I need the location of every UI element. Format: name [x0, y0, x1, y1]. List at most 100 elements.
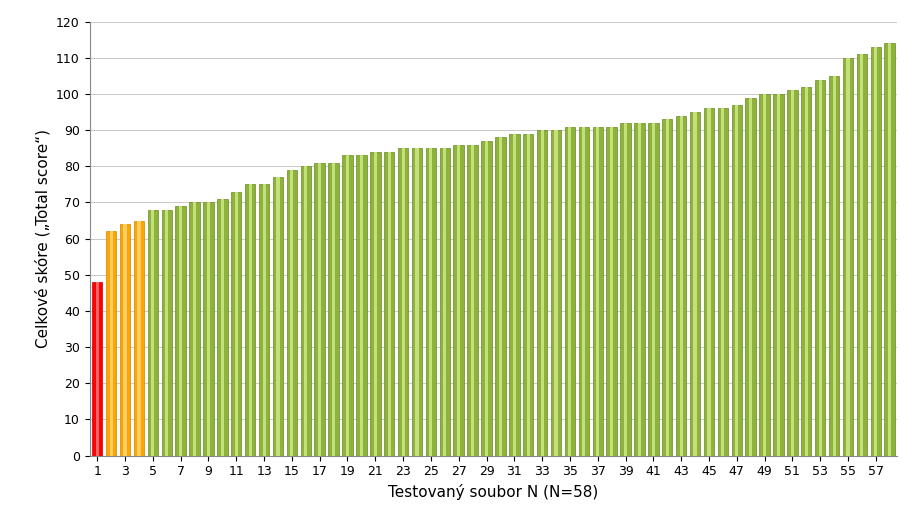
Bar [843, 58, 853, 455]
Bar [262, 184, 266, 455]
Bar [540, 130, 544, 455]
Bar [634, 123, 644, 455]
Bar [189, 202, 200, 455]
Bar [96, 282, 99, 455]
Bar [648, 123, 659, 455]
Bar [704, 109, 714, 455]
Bar [482, 141, 492, 455]
Bar [804, 87, 808, 455]
Bar [694, 112, 696, 455]
Bar [856, 54, 867, 455]
Bar [193, 202, 197, 455]
Bar [332, 163, 335, 455]
Bar [443, 148, 446, 455]
Bar [690, 112, 700, 455]
Bar [860, 54, 864, 455]
Bar [301, 167, 311, 455]
Bar [287, 170, 297, 455]
Bar [221, 199, 224, 455]
Bar [401, 148, 405, 455]
Bar [123, 224, 127, 455]
Bar [370, 152, 380, 455]
Bar [356, 155, 367, 455]
Bar [555, 130, 558, 455]
Y-axis label: Celkové skóre („Total score“): Celkové skóre („Total score“) [35, 129, 50, 348]
Bar [495, 138, 505, 455]
Bar [801, 87, 812, 455]
Bar [606, 126, 617, 455]
Bar [388, 152, 391, 455]
Bar [360, 155, 363, 455]
Bar [92, 282, 102, 455]
Bar [763, 94, 766, 455]
Bar [874, 47, 877, 455]
Bar [175, 206, 186, 455]
Bar [249, 184, 251, 455]
Bar [652, 123, 655, 455]
Bar [819, 80, 822, 455]
Bar [791, 90, 794, 455]
Bar [787, 90, 798, 455]
Bar [207, 202, 210, 455]
Bar [374, 152, 377, 455]
Bar [416, 148, 419, 455]
Bar [272, 177, 283, 455]
Bar [829, 76, 839, 455]
Bar [565, 126, 575, 455]
Bar [467, 144, 478, 455]
Bar [291, 170, 293, 455]
Bar [137, 220, 141, 455]
Bar [707, 109, 710, 455]
Bar [162, 210, 172, 455]
Bar [621, 123, 631, 455]
Bar [815, 80, 825, 455]
Bar [384, 152, 395, 455]
Bar [328, 163, 339, 455]
X-axis label: Testovaný soubor N (N=58): Testovaný soubor N (N=58) [388, 484, 599, 500]
Bar [735, 105, 739, 455]
Bar [152, 210, 154, 455]
Bar [624, 123, 627, 455]
Bar [846, 58, 849, 455]
Bar [610, 126, 613, 455]
Bar [499, 138, 502, 455]
Bar [551, 130, 561, 455]
Bar [203, 202, 214, 455]
Bar [231, 192, 241, 455]
Bar [165, 210, 168, 455]
Bar [235, 192, 238, 455]
Bar [592, 126, 603, 455]
Bar [662, 119, 673, 455]
Bar [318, 163, 321, 455]
Bar [773, 94, 783, 455]
Bar [148, 210, 158, 455]
Bar [485, 141, 488, 455]
Bar [218, 199, 228, 455]
Bar [717, 109, 728, 455]
Bar [721, 109, 725, 455]
Bar [870, 47, 881, 455]
Bar [537, 130, 547, 455]
Bar [885, 43, 895, 455]
Bar [523, 134, 534, 455]
Bar [680, 115, 683, 455]
Bar [777, 94, 780, 455]
Bar [430, 148, 432, 455]
Bar [342, 155, 353, 455]
Bar [526, 134, 530, 455]
Bar [509, 134, 519, 455]
Bar [133, 220, 144, 455]
Bar [453, 144, 464, 455]
Bar [314, 163, 324, 455]
Bar [888, 43, 891, 455]
Bar [110, 231, 112, 455]
Bar [665, 119, 669, 455]
Bar [457, 144, 461, 455]
Bar [471, 144, 474, 455]
Bar [513, 134, 515, 455]
Bar [833, 76, 835, 455]
Bar [731, 105, 742, 455]
Bar [276, 177, 280, 455]
Bar [579, 126, 589, 455]
Bar [304, 167, 307, 455]
